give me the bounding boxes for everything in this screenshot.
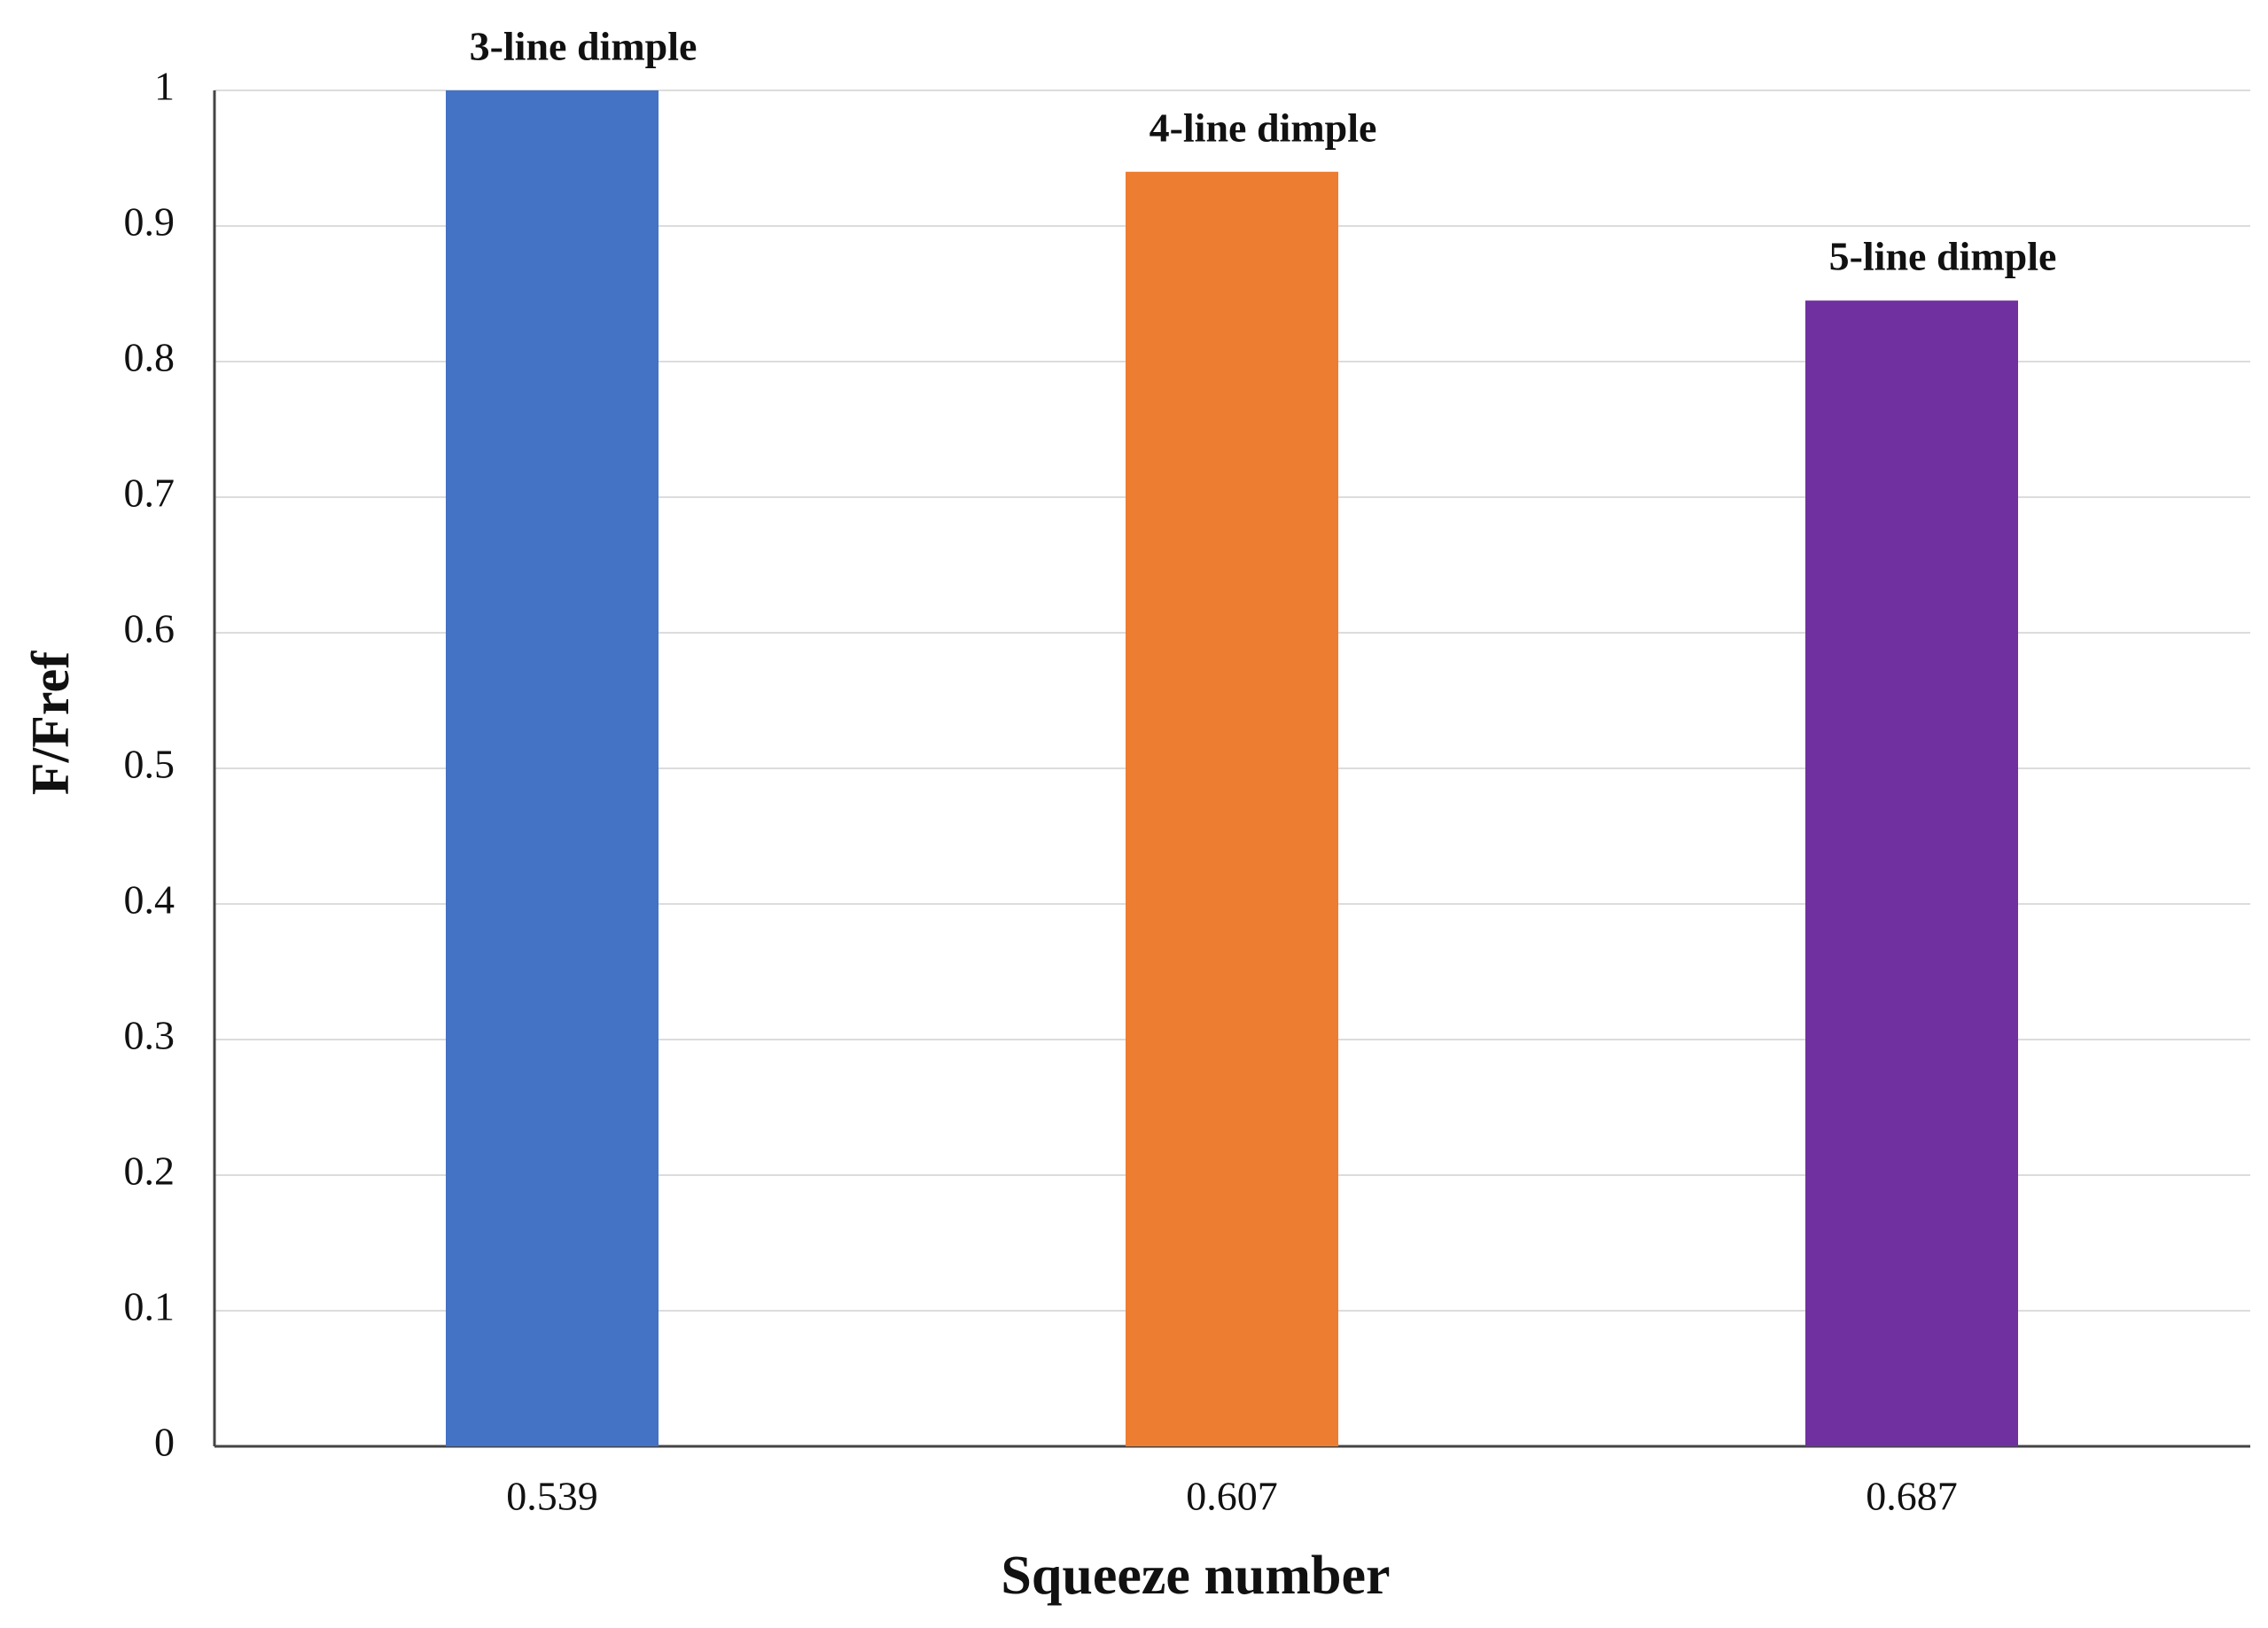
y-tick-label: 0.2: [124, 1149, 175, 1194]
y-tick-label: 0.3: [124, 1013, 175, 1058]
y-tick-label: 0.5: [124, 742, 175, 787]
bar-annotation: 4-line dimple: [1150, 105, 1377, 150]
y-tick-label: 0.9: [124, 199, 175, 245]
x-axis-title: Squeeze number: [1001, 1546, 1390, 1606]
bar: [1126, 171, 1338, 1446]
bar: [1805, 300, 2018, 1446]
y-tick-label: 0.4: [124, 877, 175, 923]
bar-annotation: 5-line dimple: [1829, 234, 2057, 279]
y-axis-title: F/Fref: [21, 650, 80, 795]
x-tick-label: 0.539: [506, 1474, 598, 1519]
x-tick-label: 0.687: [1866, 1474, 1958, 1519]
y-tick-label: 0.1: [124, 1284, 175, 1329]
x-tick-label: 0.607: [1186, 1474, 1278, 1519]
y-tick-label: 0.7: [124, 471, 175, 516]
y-tick-label: 0.8: [124, 335, 175, 380]
y-tick-label: 0: [154, 1420, 175, 1465]
bar: [446, 90, 659, 1446]
bar-annotation: 3-line dimple: [470, 24, 698, 69]
y-tick-label: 0.6: [124, 606, 175, 651]
y-tick-label: 1: [154, 64, 175, 109]
